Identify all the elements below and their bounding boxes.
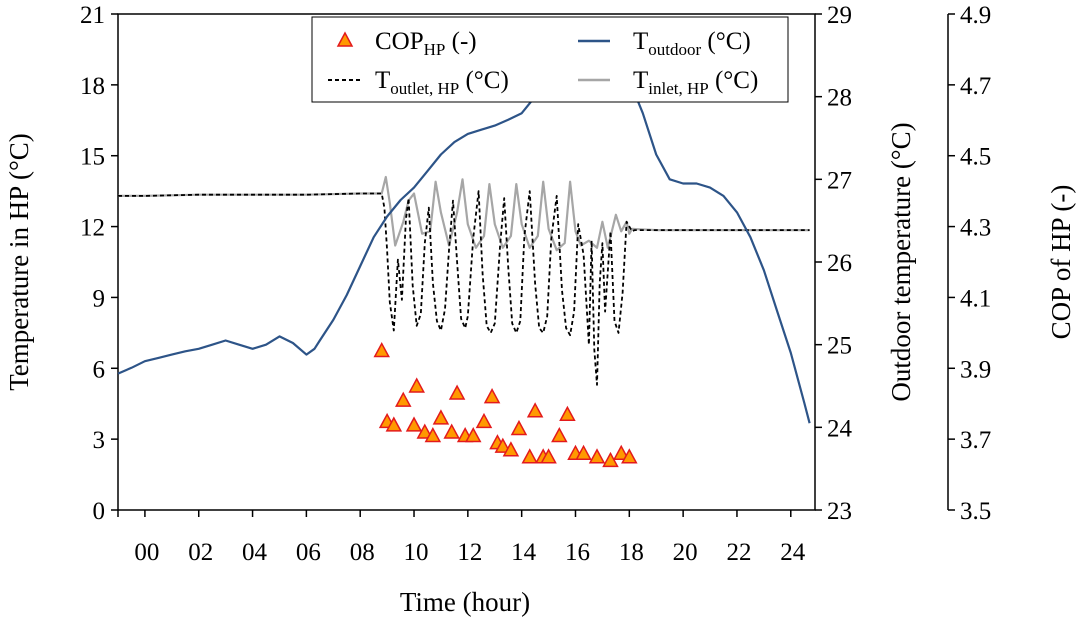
- left-y-tick-label: 3: [93, 427, 106, 454]
- right-y-tick-label: 26: [827, 250, 852, 277]
- cop-y-tick-label: 4.7: [960, 73, 991, 100]
- cop-y-axis-label: COP of HP (-): [1046, 185, 1076, 340]
- right-y-tick-label: 25: [827, 333, 852, 360]
- left-y-tick-label: 12: [80, 215, 105, 242]
- x-tick-label: 22: [726, 539, 751, 566]
- cop-point: [502, 441, 520, 457]
- x-tick-label: 04: [242, 539, 268, 566]
- cop-point: [551, 427, 568, 443]
- left-y-tick-label: 18: [80, 73, 105, 100]
- left-y-tick-label: 9: [93, 285, 106, 312]
- x-axis-label: Time (hour): [400, 587, 530, 617]
- tick-marks: [111, 13, 955, 517]
- legend-box: [311, 16, 789, 103]
- cop-y-tick-label: 3.5: [960, 498, 991, 525]
- cop-point: [443, 423, 460, 439]
- cop-point: [510, 419, 528, 436]
- cop-point: [621, 448, 638, 464]
- right-y-axis-label: Outdoor temperature (°C): [886, 122, 916, 401]
- cop-marker-layer: [373, 341, 638, 468]
- cop-y-tick-label: 3.7: [960, 427, 991, 454]
- cop-point: [416, 423, 434, 439]
- x-tick-label: 16: [565, 539, 590, 566]
- x-tick-label: 12: [457, 539, 482, 566]
- cop-y-tick-label: 4.5: [960, 144, 991, 171]
- cop-point: [385, 416, 403, 432]
- x-tick-label: 20: [673, 539, 698, 566]
- right-y-tick-label: 24: [827, 415, 853, 442]
- x-tick-label: 24: [780, 539, 806, 566]
- x-tick-label: 00: [134, 539, 159, 566]
- legend-cop-label: COPHP (-): [375, 28, 477, 59]
- left-y-tick-label: 15: [80, 144, 105, 171]
- cop-point: [540, 448, 557, 464]
- legend-cop-marker: [336, 31, 354, 47]
- outdoor-temperature-line: [117, 72, 811, 424]
- right-y-tick-label: 28: [827, 85, 852, 112]
- x-tick-label: 10: [404, 539, 429, 566]
- cop-y-tick-label: 3.9: [960, 356, 991, 383]
- cop-point: [483, 388, 501, 404]
- left-y-tick-label: 21: [80, 2, 105, 29]
- cop-point: [521, 448, 538, 464]
- cop-point: [373, 341, 390, 358]
- cop-point: [494, 437, 512, 453]
- legend: COPHP (-) Toutdoor (°C) Toutlet, HP (°C)…: [311, 16, 789, 103]
- cop-point: [475, 412, 493, 429]
- outlet-temperature-line: [118, 190, 810, 386]
- tick-labels: 00 02 04 06 08 10 12 14 16 18 20 22 24 0 3 6 9 12 15 18 21 23…: [80, 2, 991, 566]
- cop-point: [464, 427, 482, 443]
- legend-outlet-label: Toutlet, HP (°C): [375, 67, 509, 98]
- cop-y-tick-label: 4.1: [960, 285, 991, 312]
- left-y-tick-label: 0: [93, 498, 106, 525]
- x-tick-label: 02: [188, 539, 213, 566]
- cop-point: [612, 444, 630, 461]
- series-layer: [117, 72, 811, 424]
- x-tick-label: 14: [511, 539, 537, 566]
- left-y-tick-label: 6: [93, 356, 106, 383]
- legend-inlet-label: Tinlet, HP (°C): [633, 67, 758, 98]
- cop-y-tick-label: 4.9: [960, 2, 991, 29]
- cop-point: [432, 409, 450, 425]
- right-y-tick-label: 29: [827, 2, 852, 29]
- cop-point: [395, 391, 412, 407]
- right-y-tick-label: 27: [827, 167, 852, 194]
- x-tick-label: 18: [619, 539, 644, 566]
- cop-point: [575, 444, 592, 461]
- x-tick-label: 06: [296, 539, 321, 566]
- left-y-axis-label: Temperature in HP (°C): [4, 133, 34, 391]
- cop-y-tick-label: 4.3: [960, 215, 991, 242]
- right-y-tick-label: 23: [827, 498, 852, 525]
- cop-point: [526, 402, 544, 418]
- cop-point: [405, 416, 423, 432]
- cop-point: [408, 377, 425, 393]
- cop-point: [448, 384, 466, 400]
- x-tick-label: 08: [350, 539, 375, 566]
- cop-point: [424, 427, 442, 443]
- legend-outdoor-label: Toutdoor (°C): [633, 28, 751, 59]
- cop-point: [559, 405, 576, 422]
- cop-point: [588, 448, 606, 464]
- inlet-temperature-line: [118, 175, 810, 252]
